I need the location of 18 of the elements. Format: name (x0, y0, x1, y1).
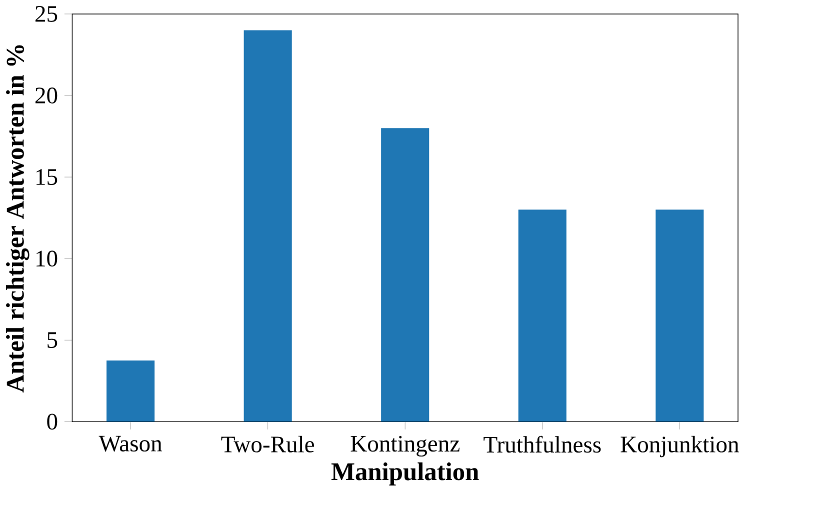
bar (244, 30, 292, 422)
x-tick-label: Kontingenz (350, 436, 460, 457)
x-tick-label: Two-Rule (221, 436, 314, 452)
y-tick-label: 10 (36, 250, 58, 267)
y-tick-label: 20 (35, 88, 58, 104)
x-tick-label: Konjunktion (620, 436, 739, 458)
x-tick-label: Truthfulness (484, 436, 601, 453)
y-tick-label: 15 (36, 169, 58, 185)
bar (518, 210, 566, 422)
y-tick-label: 0 (47, 414, 58, 430)
y-axis-title: Anteil richtiger Antworten in % (6, 45, 30, 392)
y-tick-label: 5 (48, 332, 58, 348)
bar (106, 360, 155, 422)
y-tick-label: 25 (35, 6, 58, 22)
x-tick-label: Wason (98, 436, 162, 452)
x-axis-title: Manipulation (331, 462, 479, 486)
bar (656, 210, 704, 422)
bar (381, 128, 430, 422)
